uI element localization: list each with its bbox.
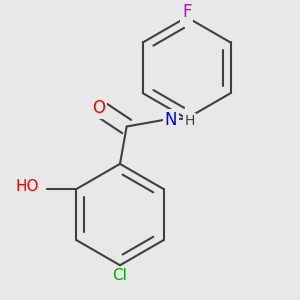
Text: N: N: [164, 111, 177, 129]
Text: F: F: [182, 3, 191, 21]
Text: Cl: Cl: [112, 268, 128, 284]
Text: H: H: [184, 114, 194, 128]
Text: HO: HO: [15, 179, 39, 194]
Text: O: O: [92, 99, 105, 117]
